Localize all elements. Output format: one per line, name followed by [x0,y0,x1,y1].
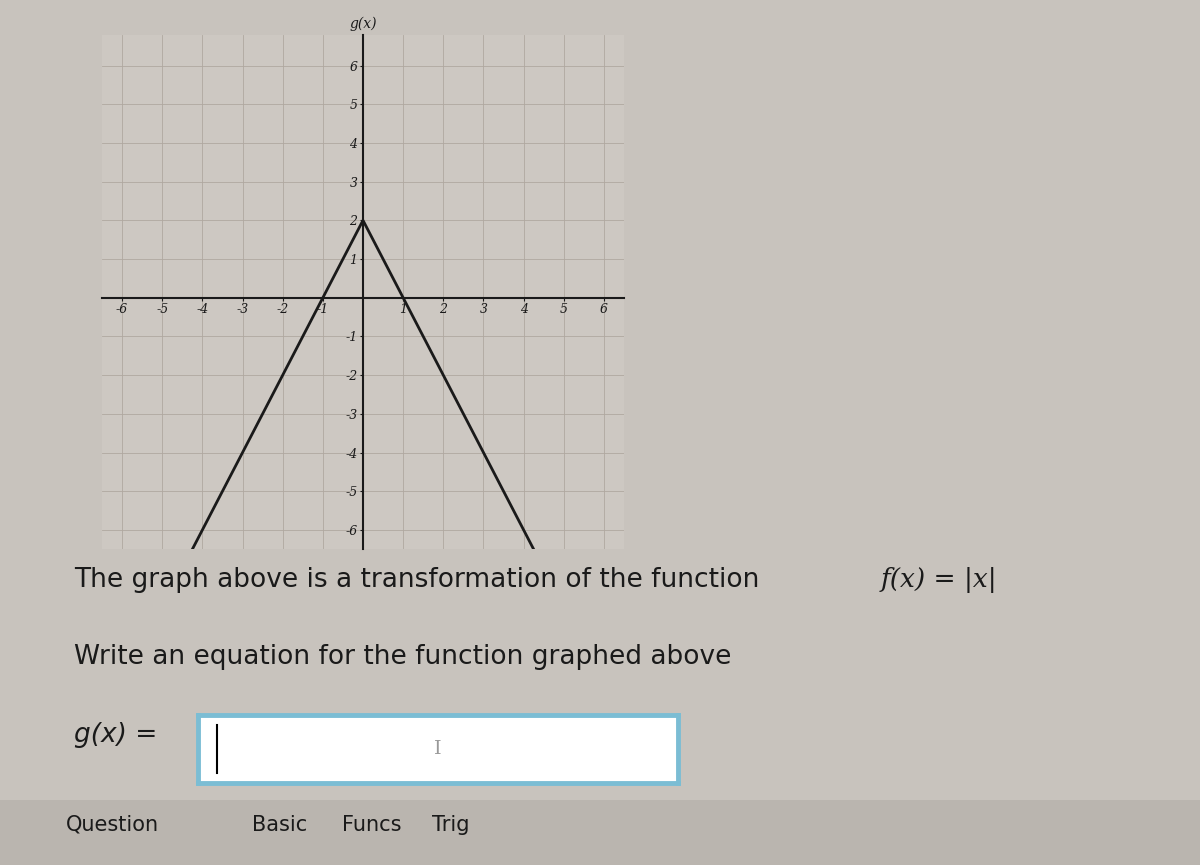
Text: Question: Question [66,815,160,835]
Text: Basic: Basic [252,815,307,835]
Text: g(x) =: g(x) = [74,722,157,748]
Text: The graph above is a transformation of the function: The graph above is a transformation of t… [74,567,768,593]
Text: Trig: Trig [432,815,469,835]
Text: Funcs: Funcs [342,815,402,835]
Text: g(x): g(x) [349,16,377,31]
Text: I: I [434,740,442,758]
Text: Write an equation for the function graphed above: Write an equation for the function graph… [74,644,732,670]
Text: f(x) = |x|: f(x) = |x| [881,567,997,593]
